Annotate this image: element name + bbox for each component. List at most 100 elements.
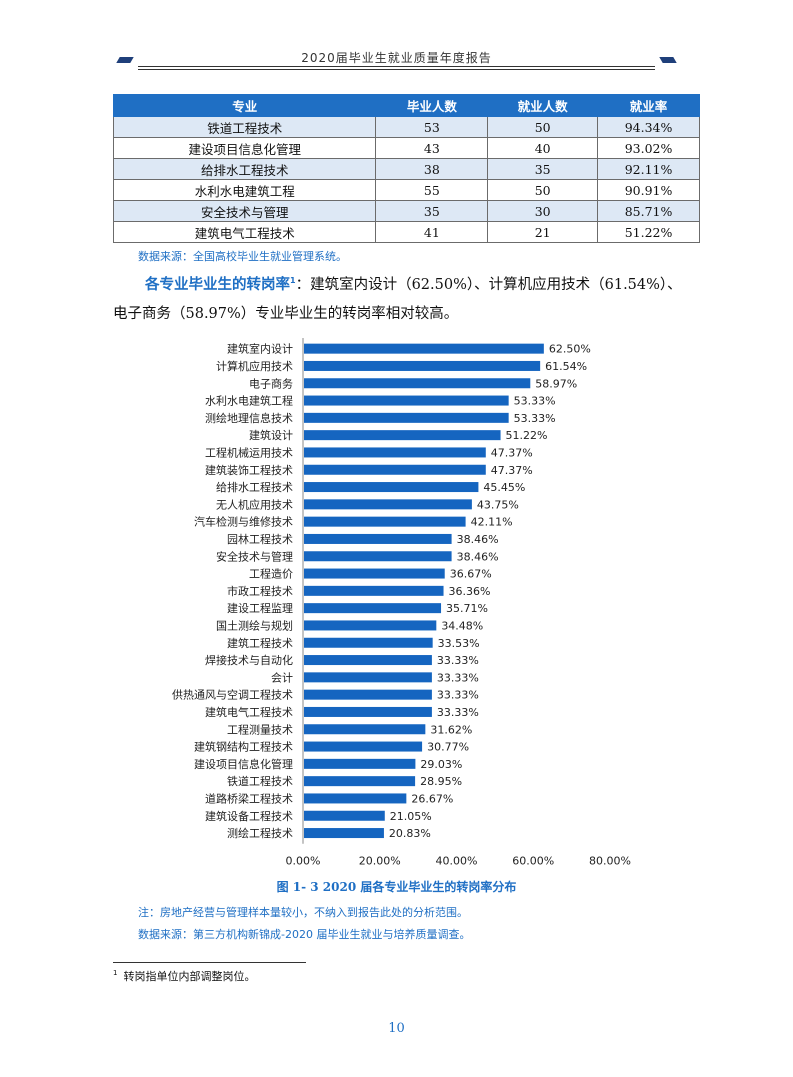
bar — [304, 620, 437, 631]
bar — [304, 689, 432, 700]
data-label: 21.05% — [390, 810, 432, 823]
body-paragraph-line-1: 各专业毕业生的转岗率1：建筑室内设计（62.50%）、计算机应用技术（61.54… — [113, 269, 703, 297]
category-label: 无人机应用技术 — [216, 497, 293, 511]
cell-graduates: 43 — [375, 137, 489, 159]
data-label: 62.50% — [549, 343, 591, 356]
bar — [304, 758, 416, 769]
data-label: 33.33% — [437, 706, 479, 719]
category-label: 建设工程监理 — [227, 601, 293, 615]
cell-rate: 90.91% — [597, 179, 700, 201]
data-label: 45.45% — [483, 481, 525, 494]
footnote: 1 转岗指单位内部调整岗位。 — [113, 968, 255, 984]
data-label: 47.37% — [491, 446, 533, 459]
table-row: 水利水电建筑工程 55 50 90.91% — [112, 179, 700, 201]
category-label: 建设项目信息化管理 — [194, 757, 293, 771]
category-label: 会计 — [271, 671, 293, 684]
cell-employed: 50 — [487, 116, 599, 138]
col-header-rate: 就业率 — [597, 94, 700, 117]
body-paragraph-line-2: 电子商务（58.97%）专业毕业生的转岗率相对较高。 — [113, 306, 459, 322]
bar — [304, 585, 444, 596]
data-label: 31.62% — [430, 723, 472, 736]
category-label: 建筑设备工程技术 — [205, 809, 293, 823]
col-header-graduates: 毕业人数 — [375, 94, 489, 117]
data-label: 30.77% — [427, 741, 469, 754]
x-tick-label: 60.00% — [512, 855, 554, 868]
cell-rate: 51.22% — [597, 221, 700, 243]
bar — [304, 724, 426, 735]
category-label: 工程机械运用技术 — [205, 445, 293, 459]
bar — [304, 828, 384, 839]
page-number: 10 — [388, 1021, 405, 1036]
category-label: 水利水电建筑工程 — [205, 394, 293, 408]
table-row: 建筑电气工程技术 41 21 51.22% — [112, 221, 700, 243]
bar — [304, 793, 407, 804]
bar — [304, 603, 442, 614]
cell-graduates: 38 — [375, 158, 489, 180]
cell-major: 给排水工程技术 — [112, 158, 377, 180]
x-tick-label: 40.00% — [436, 855, 478, 868]
cell-major: 水利水电建筑工程 — [112, 179, 377, 201]
cell-graduates: 35 — [375, 200, 489, 222]
category-label: 工程测量技术 — [227, 723, 293, 736]
cell-major: 安全技术与管理 — [112, 200, 377, 222]
data-label: 36.67% — [450, 568, 492, 581]
category-label: 汽车检测与维修技术 — [194, 515, 293, 529]
cell-rate: 94.34% — [597, 116, 700, 138]
data-label: 47.37% — [491, 464, 533, 477]
data-label: 38.46% — [457, 550, 499, 563]
bar — [304, 551, 452, 562]
bar — [304, 516, 466, 527]
footnote-mark: 1 — [113, 969, 118, 978]
data-label: 38.46% — [457, 533, 499, 546]
data-label: 33.33% — [437, 654, 479, 667]
cell-graduates: 55 — [375, 179, 489, 201]
data-label: 20.83% — [389, 827, 431, 840]
cell-rate: 93.02% — [597, 137, 700, 159]
category-label: 计算机应用技术 — [216, 359, 293, 373]
cell-major: 建设项目信息化管理 — [112, 137, 377, 159]
category-label: 给排水工程技术 — [216, 480, 293, 494]
data-label: 33.33% — [437, 689, 479, 702]
data-label: 51.22% — [506, 429, 548, 442]
data-label: 53.33% — [514, 412, 556, 425]
category-label: 铁道工程技术 — [227, 774, 293, 788]
cell-employed: 35 — [487, 158, 599, 180]
category-label: 测绘地理信息技术 — [205, 411, 293, 425]
cell-major: 建筑电气工程技术 — [112, 221, 377, 243]
footnote-ref: 1 — [290, 276, 296, 285]
employment-table: 专业 毕业人数 就业人数 就业率 铁道工程技术 53 50 94.34% 建设项… — [112, 94, 700, 243]
data-label: 26.67% — [411, 792, 453, 805]
bar — [304, 464, 486, 475]
col-header-major: 专业 — [112, 94, 377, 117]
footnote-text: 转岗指单位内部调整岗位。 — [123, 970, 256, 983]
chart-caption: 图 1- 3 2020 届各专业毕业生的转岗率分布 — [276, 880, 517, 894]
cell-rate: 92.11% — [597, 158, 700, 180]
bar — [304, 395, 509, 406]
bar — [304, 533, 452, 544]
bar — [304, 637, 433, 648]
data-label: 33.53% — [438, 637, 480, 650]
table-row: 建设项目信息化管理 43 40 93.02% — [112, 137, 700, 159]
header-rule-2 — [138, 69, 655, 70]
x-tick-label: 0.00% — [286, 855, 321, 868]
table-source-note: 数据来源：全国高校毕业生就业管理系统。 — [138, 250, 347, 263]
bar — [304, 412, 509, 423]
x-tick-label: 80.00% — [589, 855, 631, 868]
cell-employed: 50 — [487, 179, 599, 201]
category-label: 建筑电气工程技术 — [205, 705, 293, 719]
category-label: 建筑设计 — [249, 428, 293, 442]
data-label: 61.54% — [545, 360, 587, 373]
bar — [304, 378, 531, 389]
cell-major: 铁道工程技术 — [112, 116, 377, 138]
data-label: 36.36% — [449, 585, 491, 598]
cell-employed: 40 — [487, 137, 599, 159]
category-label: 建筑工程技术 — [227, 636, 293, 650]
category-label: 国土测绘与规划 — [216, 618, 293, 632]
data-label: 28.95% — [420, 775, 462, 788]
table-row: 铁道工程技术 53 50 94.34% — [112, 116, 700, 138]
bar — [304, 568, 445, 579]
table-row: 安全技术与管理 35 30 85.71% — [112, 200, 700, 222]
table-row: 给排水工程技术 38 35 92.11% — [112, 158, 700, 180]
bar — [304, 343, 544, 354]
category-label: 道路桥梁工程技术 — [205, 791, 293, 805]
